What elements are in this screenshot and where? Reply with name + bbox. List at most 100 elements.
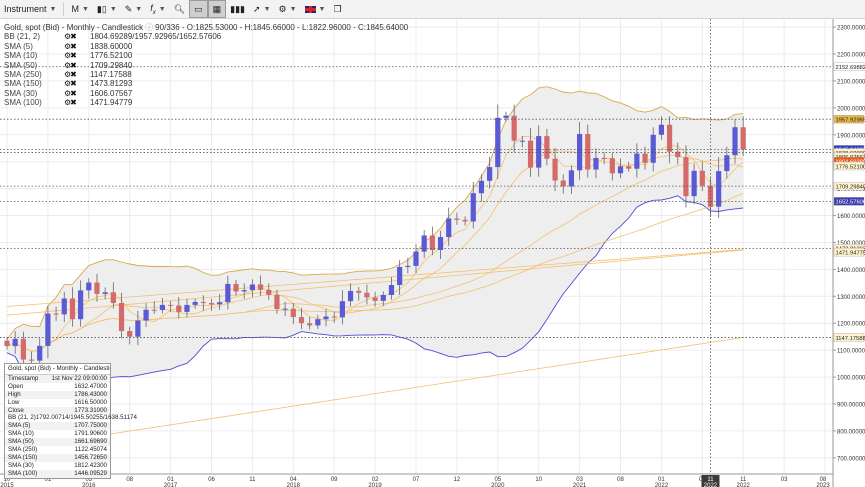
indicators-dropdown[interactable]: fx ▼ xyxy=(146,1,169,17)
candle[interactable] xyxy=(110,282,116,309)
candle[interactable] xyxy=(634,143,640,178)
candle[interactable] xyxy=(380,291,386,307)
info-icon[interactable]: ⓘ xyxy=(145,23,154,32)
candle[interactable] xyxy=(650,127,656,172)
indicator-settings-icon[interactable]: ⚙✖ xyxy=(64,51,77,61)
candle[interactable] xyxy=(135,310,141,346)
candle[interactable] xyxy=(184,298,190,318)
candle[interactable] xyxy=(168,301,174,313)
candle[interactable] xyxy=(315,314,321,330)
candle[interactable] xyxy=(413,244,419,274)
grid-button[interactable]: ▦ xyxy=(207,0,227,18)
price-chart[interactable]: 700.00000800.00000900.000001000.00000110… xyxy=(0,19,865,487)
candle[interactable] xyxy=(45,305,51,359)
candle[interactable] xyxy=(12,331,18,354)
candle[interactable] xyxy=(397,260,403,295)
candle[interactable] xyxy=(691,163,697,205)
candle[interactable] xyxy=(102,287,108,300)
candle[interactable] xyxy=(421,230,427,259)
candle[interactable] xyxy=(617,158,624,179)
window-button[interactable]: ❐ xyxy=(329,1,345,17)
candle[interactable] xyxy=(61,291,67,323)
candle[interactable] xyxy=(405,257,411,274)
candle[interactable] xyxy=(159,297,166,314)
candle[interactable] xyxy=(609,152,615,181)
candle[interactable] xyxy=(454,212,460,225)
candle[interactable] xyxy=(699,161,705,192)
candle[interactable] xyxy=(593,148,599,179)
zoom-button[interactable]: 🔍︎ xyxy=(170,1,189,17)
candle[interactable] xyxy=(282,301,288,317)
indicator-settings-icon[interactable]: ⚙✖ xyxy=(64,32,77,42)
candle[interactable] xyxy=(69,287,76,327)
candle[interactable] xyxy=(470,181,476,229)
candle[interactable] xyxy=(323,308,329,327)
candle[interactable] xyxy=(437,230,444,259)
candle[interactable] xyxy=(86,278,92,299)
candle[interactable] xyxy=(560,174,566,194)
candle[interactable] xyxy=(241,283,247,299)
candle[interactable] xyxy=(503,111,509,122)
candle[interactable] xyxy=(527,128,534,178)
candle[interactable] xyxy=(307,316,313,330)
candle[interactable] xyxy=(544,128,550,166)
candle[interactable] xyxy=(339,290,345,325)
candle[interactable] xyxy=(200,295,206,311)
candle[interactable] xyxy=(658,116,664,140)
candle[interactable] xyxy=(192,298,198,309)
candle[interactable] xyxy=(724,146,730,179)
bar-chart-button[interactable]: ▮▮▮ xyxy=(226,1,249,17)
indicator-settings-icon[interactable]: ⚙✖ xyxy=(64,60,77,70)
candle[interactable] xyxy=(53,306,59,321)
candle[interactable] xyxy=(585,124,591,178)
candle[interactable] xyxy=(429,226,435,256)
indicator-settings-icon[interactable]: ⚙✖ xyxy=(64,70,77,80)
candle[interactable] xyxy=(217,294,223,311)
candle[interactable] xyxy=(601,152,607,165)
candle[interactable] xyxy=(364,284,370,305)
candle[interactable] xyxy=(675,142,681,165)
candle[interactable] xyxy=(536,125,542,177)
indicator-settings-icon[interactable]: ⚙✖ xyxy=(64,98,77,108)
candle[interactable] xyxy=(519,135,525,148)
candle[interactable] xyxy=(20,331,26,369)
candle[interactable] xyxy=(356,286,362,301)
candle[interactable] xyxy=(4,337,10,350)
language-dropdown[interactable]: ▼ xyxy=(301,1,330,17)
candle[interactable] xyxy=(732,119,738,164)
candle[interactable] xyxy=(462,216,468,226)
candle[interactable] xyxy=(347,283,354,307)
candle[interactable] xyxy=(233,279,239,296)
candle[interactable] xyxy=(274,289,280,315)
settings-dropdown[interactable]: ⚙ ▼ xyxy=(275,1,301,17)
candle[interactable] xyxy=(626,161,632,172)
candle[interactable] xyxy=(642,146,648,170)
candle[interactable] xyxy=(683,145,689,208)
candle[interactable] xyxy=(143,303,149,327)
candle[interactable] xyxy=(511,104,517,152)
candle[interactable] xyxy=(225,275,231,310)
trade-dropdown[interactable]: ➚ ▼ xyxy=(249,1,274,17)
candle[interactable] xyxy=(176,296,182,319)
candle[interactable] xyxy=(331,311,337,324)
candle[interactable] xyxy=(478,174,485,202)
candle[interactable] xyxy=(446,207,452,246)
indicator-settings-icon[interactable]: ⚙✖ xyxy=(64,79,77,89)
candle[interactable] xyxy=(372,291,378,307)
candle[interactable] xyxy=(127,326,133,345)
candle[interactable] xyxy=(249,279,255,298)
candle[interactable] xyxy=(388,277,395,300)
candle[interactable] xyxy=(37,338,43,367)
layout-button[interactable]: ▭ xyxy=(189,0,208,18)
candle[interactable] xyxy=(94,273,100,302)
candle[interactable] xyxy=(290,302,296,325)
candle[interactable] xyxy=(257,275,264,296)
candle[interactable] xyxy=(495,104,501,180)
candle[interactable] xyxy=(552,147,558,192)
candle[interactable] xyxy=(298,307,305,330)
candle[interactable] xyxy=(266,283,272,300)
chart-type-dropdown[interactable]: ▮▯ ▼ xyxy=(93,1,121,17)
indicator-settings-icon[interactable]: ⚙✖ xyxy=(64,41,77,51)
candle[interactable] xyxy=(716,157,722,219)
indicator-settings-icon[interactable]: ⚙✖ xyxy=(64,88,77,98)
